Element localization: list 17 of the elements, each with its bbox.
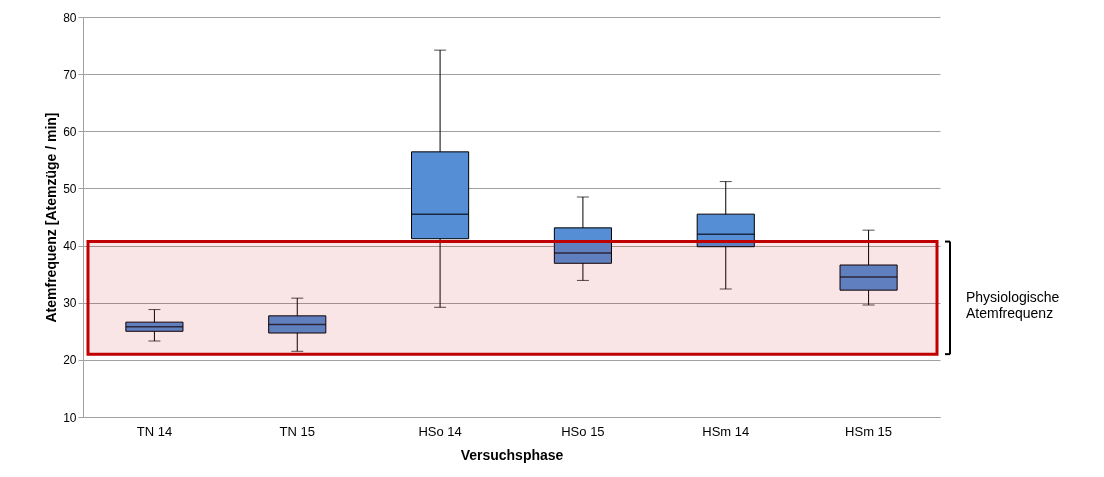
- x-tick-label: HSo 15: [561, 423, 605, 439]
- y-tick-label: 50: [63, 181, 77, 196]
- x-tick-label: TN 14: [136, 423, 173, 439]
- x-tick-label: TN 15: [279, 423, 315, 439]
- y-tick-label: 20: [63, 353, 77, 368]
- x-tick-label: HSo 14: [418, 423, 462, 439]
- y-tick-label: 70: [63, 67, 77, 82]
- y-tick-label: 30: [63, 296, 77, 311]
- y-axis-title: Atemfrequenz [Atemzüge / min]: [43, 112, 60, 323]
- y-tick-label: 40: [63, 239, 77, 254]
- x-tick-label: HSm 15: [845, 423, 893, 439]
- band-label: Physiologische Atemfrequenz: [966, 288, 1060, 321]
- y-tick-label: 10: [63, 410, 77, 425]
- x-tick-label: HSm 14: [702, 423, 750, 439]
- y-tick-label: 60: [63, 124, 77, 139]
- x-axis-title: Versuchsphase: [460, 446, 564, 463]
- y-tick-label: 80: [63, 10, 77, 25]
